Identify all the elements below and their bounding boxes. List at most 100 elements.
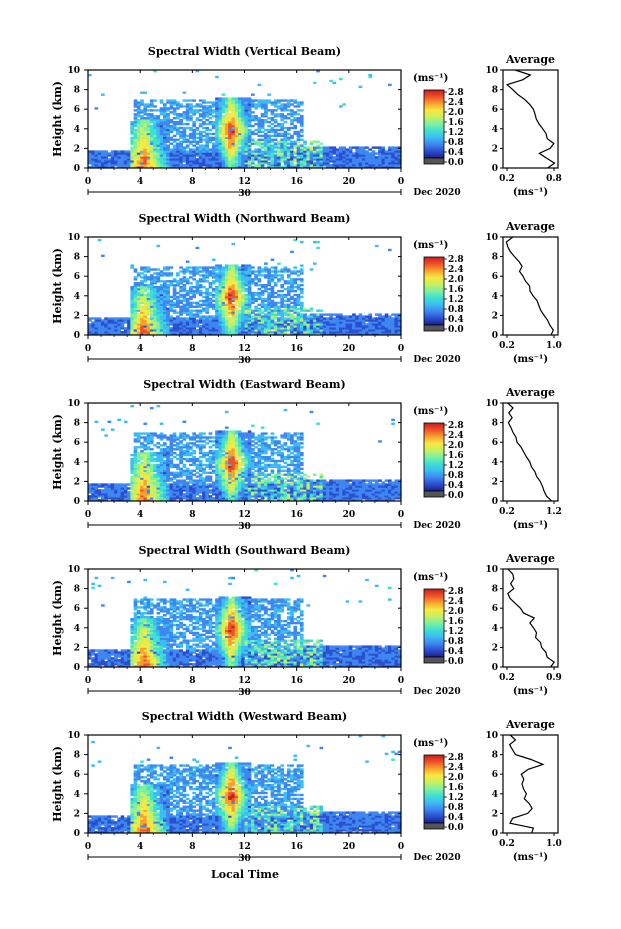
heatmap-cell (162, 289, 167, 293)
heatmap-cell (309, 156, 314, 159)
heatmap-cell (368, 319, 373, 322)
colorbar-tick-label: 0.8 (448, 305, 464, 315)
heatmap-cell (234, 156, 239, 159)
heatmap-cell (189, 438, 193, 441)
heatmap-cell (221, 307, 226, 310)
heatmap-cell (391, 317, 395, 320)
heatmap-cell (273, 128, 278, 132)
heatmap-cell (162, 448, 167, 451)
heatmap-cell (221, 323, 226, 326)
heatmap-cell (195, 152, 200, 155)
heatmap-cell (140, 446, 144, 449)
heatmap-cell (335, 164, 340, 167)
heatmap-cell (176, 479, 180, 482)
heatmap-cell (361, 317, 366, 320)
heatmap-cell (247, 119, 252, 122)
heatmap-cell (244, 311, 249, 314)
heatmap-cell (185, 303, 190, 306)
heatmap-cell (241, 272, 245, 275)
heatmap-cell (384, 150, 389, 153)
heatmap-cell (114, 325, 118, 328)
heatmap-cell (264, 323, 268, 326)
heatmap-cell (277, 270, 281, 273)
heatmap-cell (136, 459, 141, 463)
heatmap-cell (182, 321, 187, 324)
heatmap-cell (387, 327, 392, 330)
heatmap-cell (211, 457, 216, 461)
heatmap-cell (172, 489, 177, 492)
heatmap-cell (299, 122, 304, 126)
heatmap-cell (241, 136, 245, 139)
heatmap-cell (215, 301, 219, 305)
heatmap-cell (270, 160, 275, 163)
heatmap-cell (140, 103, 144, 106)
heatmap-cell (133, 489, 138, 492)
heatmap-cell (218, 136, 223, 139)
heatmap-cell (296, 284, 301, 287)
heatmap-cell (231, 132, 236, 136)
heatmap-cell (358, 154, 363, 157)
heatmap-cell (290, 270, 294, 273)
heatmap-cell (146, 160, 151, 163)
heatmap-cell (260, 105, 265, 108)
heatmap-cell (198, 124, 203, 128)
heatmap-cell (260, 268, 265, 271)
heatmap-cell (130, 303, 135, 306)
heatmap-cell (202, 333, 206, 336)
heatmap-cell (179, 442, 183, 445)
heatmap-cell (97, 154, 102, 157)
heatmap-cell (244, 319, 249, 322)
heatmap-cell (189, 164, 193, 167)
heatmap-cell (166, 485, 170, 488)
heatmap-cell (172, 438, 177, 441)
heatmap-cell (264, 325, 268, 328)
heatmap-cell (185, 327, 190, 330)
heatmap-cell (136, 146, 141, 149)
heatmap-cell (136, 499, 141, 502)
heatmap-cell (146, 109, 151, 112)
heatmap-cell (365, 162, 369, 165)
heatmap-cell (215, 109, 219, 112)
heatmap-cell (231, 126, 236, 130)
heatmap-cell (286, 313, 291, 316)
heatmap-cell (215, 99, 219, 102)
heatmap-cell (342, 321, 346, 324)
heatmap-cell (172, 146, 177, 149)
heatmap-cell (290, 122, 294, 126)
heatmap-cell (247, 166, 252, 169)
heatmap-cell (237, 329, 242, 332)
heatmap-cell (185, 297, 190, 301)
heatmap-cell (283, 99, 288, 102)
heatmap-cell (237, 266, 242, 269)
heatmap-cell (267, 270, 271, 273)
heatmap-cell (159, 289, 164, 293)
heatmap-cell (149, 406, 154, 410)
heatmap-cell (286, 303, 291, 306)
heatmap-cell (241, 319, 245, 322)
heatmap-cell (273, 120, 278, 124)
heatmap-cell (101, 333, 105, 336)
heatmap-cell (153, 297, 157, 301)
heatmap-cell (270, 128, 275, 132)
heatmap-cell (273, 268, 278, 271)
heatmap-cell (176, 282, 180, 285)
y-tick-label: 4 (74, 125, 80, 135)
heatmap-cell (136, 164, 141, 167)
heatmap-cell (133, 117, 138, 120)
panel-3: Spectral Width (Eastward Beam)0246810Hei… (51, 378, 562, 532)
heatmap-cell (133, 115, 138, 118)
heatmap-cell (159, 444, 164, 447)
heatmap-cell (247, 124, 252, 128)
heatmap-cell (140, 122, 144, 126)
heatmap-cell (146, 321, 151, 324)
heatmap-cell (264, 315, 268, 318)
heatmap-cell (195, 154, 200, 157)
heatmap-cell (237, 323, 242, 326)
heatmap-cell (293, 150, 298, 153)
heatmap-cell (371, 331, 376, 334)
heatmap-cell (146, 158, 151, 161)
heatmap-cell (234, 303, 239, 306)
heatmap-cell (374, 164, 379, 167)
heatmap-cell (211, 109, 216, 112)
heatmap-cell (195, 489, 200, 492)
